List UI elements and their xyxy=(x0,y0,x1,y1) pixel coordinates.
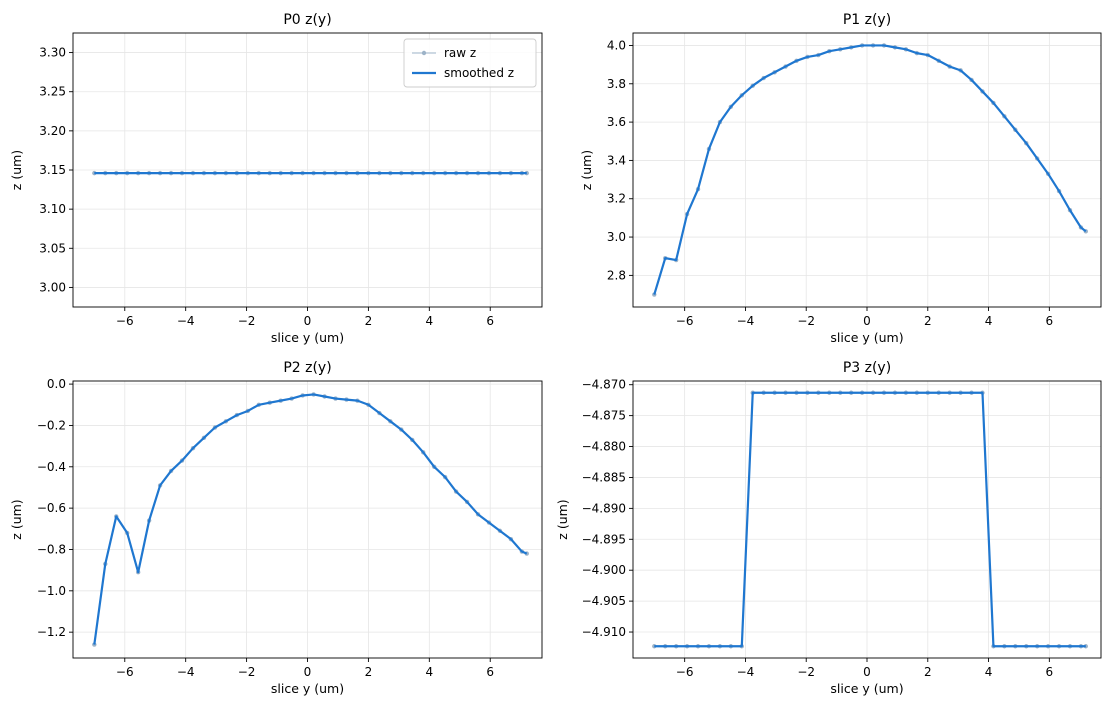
p3-title: P3 z(y) xyxy=(843,360,891,376)
p1-y-tick-label-4: 3.6 xyxy=(607,115,626,129)
p2-x-tick-label-6: 6 xyxy=(486,665,494,679)
p1-y-tick-label-2: 3.2 xyxy=(607,192,626,206)
p2-x-axis-label: slice y (um) xyxy=(271,681,344,696)
p3-y-tick-label-8: −4.870 xyxy=(582,378,626,392)
p2-series-raw-line xyxy=(93,393,527,645)
p3-series-raw-line xyxy=(654,392,1086,647)
p1-title: P1 z(y) xyxy=(843,12,891,28)
p0-legend-box xyxy=(403,38,537,88)
p2-x-tick-label-1: −4 xyxy=(177,665,195,679)
p2-y-tick-label-2: −0.8 xyxy=(37,542,66,556)
p3-series-smoothed-line xyxy=(654,391,1086,648)
p1-y-tick-label-1: 3.0 xyxy=(607,230,626,244)
p3-x-tick-label-3: 0 xyxy=(863,665,871,679)
p2-y-tick-label-6: 0.0 xyxy=(47,377,66,391)
p1-y-tick-label-6: 4.0 xyxy=(607,38,626,52)
p0-y-axis-label: z (um) xyxy=(9,150,24,190)
p1-y-axis-label: z (um) xyxy=(579,150,594,190)
subplot-1: −6 −4 −2 0 2 4 6 2.8 3.0 3.2 3.4 3.6 3.8 4.0 P1 z(y) sl… xyxy=(579,12,1102,345)
p1-series-raw-line xyxy=(653,44,1087,295)
p1-x-tick-label-4: 2 xyxy=(924,314,932,328)
p0-x-tick-label-4: 2 xyxy=(365,314,373,328)
p1-y-tick-label-3: 3.4 xyxy=(607,153,626,167)
p0-y-tick-label-1: 3.05 xyxy=(39,241,66,255)
p0-legend: raw z smoothed z xyxy=(403,38,537,88)
p0-y-tick-label-3: 3.15 xyxy=(39,163,66,177)
p0-x-tick-label-5: 4 xyxy=(425,314,433,328)
p1-x-tick-label-2: −2 xyxy=(797,314,815,328)
p1-series-smoothed-line xyxy=(653,44,1087,295)
p0-y-tick-label-0: 3.00 xyxy=(39,280,66,294)
p1-x-tick-label-6: 6 xyxy=(1046,314,1054,328)
p3-y-tick-label-4: −4.890 xyxy=(582,501,626,515)
p3-y-tick-label-0: −4.910 xyxy=(582,625,626,639)
p3-y-tick-label-2: −4.900 xyxy=(582,563,626,577)
p3-y-tick-label-3: −4.895 xyxy=(582,532,626,546)
subplot-2: −6 −4 −2 0 2 4 6 −1.2 −1.0 −0.8 −0.6 −0.4 −0.2 0.0 P2 … xyxy=(9,360,543,696)
p3-y-axis-label: z (um) xyxy=(555,499,570,539)
p2-x-tick-label-3: 0 xyxy=(304,665,312,679)
subplot-0: −6 −4 −2 0 2 4 6 3.00 3.05 3.10 3.15 3.20 3.25 3.30 P0… xyxy=(9,12,543,345)
p0-legend-raw-label: raw z xyxy=(444,46,476,60)
p2-series-smoothed-line xyxy=(93,393,528,645)
p0-x-tick-label-2: −2 xyxy=(238,314,256,328)
p3-y-tick-label-6: −4.880 xyxy=(582,440,626,454)
subplot-3: −6 −4 −2 0 2 4 6 −4.910 −4.905 −4.900 −4.895 −4.890… xyxy=(555,360,1102,696)
p3-x-axis-label: slice y (um) xyxy=(830,681,903,696)
p3-x-tick-label-2: −2 xyxy=(797,665,815,679)
p1-x-tick-label-0: −6 xyxy=(676,314,694,328)
p3-y-tick-label-5: −4.885 xyxy=(582,470,626,484)
p3-y-tick-label-1: −4.905 xyxy=(582,594,626,608)
p3-y-tick-label-7: −4.875 xyxy=(582,409,626,423)
p3-x-tick-label-1: −4 xyxy=(737,665,755,679)
p0-y-tick-label-5: 3.25 xyxy=(39,85,66,99)
p2-x-tick-label-0: −6 xyxy=(116,665,134,679)
p2-y-tick-label-5: −0.2 xyxy=(37,418,66,432)
p1-y-tick-label-5: 3.8 xyxy=(607,77,626,91)
p1-y-tick-label-0: 2.8 xyxy=(607,268,626,282)
p3-x-tick-label-0: −6 xyxy=(676,665,694,679)
p2-title: P2 z(y) xyxy=(283,360,331,376)
p0-x-tick-label-0: −6 xyxy=(116,314,134,328)
p1-x-tick-label-5: 4 xyxy=(985,314,993,328)
p0-y-tick-label-4: 3.20 xyxy=(39,124,66,138)
p1-x-tick-label-3: 0 xyxy=(863,314,871,328)
p0-x-tick-label-1: −4 xyxy=(177,314,195,328)
p2-y-tick-label-3: −0.6 xyxy=(37,501,66,515)
p3-x-tick-label-5: 4 xyxy=(985,665,993,679)
p1-x-axis-label: slice y (um) xyxy=(830,330,903,345)
p2-x-tick-label-2: −2 xyxy=(238,665,256,679)
p0-y-tick-label-2: 3.10 xyxy=(39,202,66,216)
p3-x-tick-label-4: 2 xyxy=(924,665,932,679)
p0-x-tick-label-3: 0 xyxy=(304,314,312,328)
p0-y-tick-label-6: 3.30 xyxy=(39,46,66,60)
p0-x-axis-label: slice y (um) xyxy=(271,330,344,345)
p2-x-tick-label-5: 4 xyxy=(425,665,433,679)
p2-y-tick-label-1: −1.0 xyxy=(37,584,66,598)
p2-y-tick-label-0: −1.2 xyxy=(37,625,66,639)
p3-x-tick-label-6: 6 xyxy=(1046,665,1054,679)
p2-x-tick-label-4: 2 xyxy=(365,665,373,679)
p0-legend-raw-marker xyxy=(421,50,427,56)
p0-legend-smoothed-label: smoothed z xyxy=(444,66,514,80)
p0-title: P0 z(y) xyxy=(283,12,331,28)
p2-y-tick-label-4: −0.4 xyxy=(37,460,66,474)
p2-y-axis-label: z (um) xyxy=(9,499,24,539)
p0-x-tick-label-6: 6 xyxy=(486,314,494,328)
p1-x-tick-label-1: −4 xyxy=(737,314,755,328)
